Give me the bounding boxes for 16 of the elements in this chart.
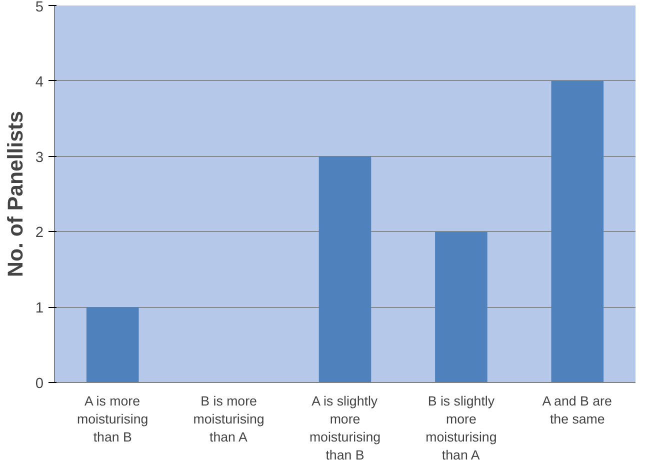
bar: [318, 156, 372, 382]
bar: [86, 307, 139, 382]
x-tick-label: A is slightly more moisturising than B: [309, 394, 381, 462]
y-tick-label: 5: [35, 0, 44, 16]
y-tick-label: 4: [35, 74, 44, 90]
y-tick-label: 0: [35, 376, 44, 392]
y-axis-title: No. of Panellists: [3, 111, 28, 277]
x-tick-label: B is slightly more moisturising than A: [426, 394, 497, 462]
y-tick-label: 1: [35, 300, 44, 317]
x-tick-label: A and B are the same: [542, 394, 612, 426]
y-tick-label: 2: [35, 225, 44, 242]
x-tick-label: B is more moisturising than A: [193, 394, 264, 444]
x-tick-label: A is more moisturising than B: [77, 394, 148, 444]
bar: [551, 80, 604, 382]
bar: [435, 232, 488, 382]
y-tick-label: 3: [35, 150, 44, 166]
